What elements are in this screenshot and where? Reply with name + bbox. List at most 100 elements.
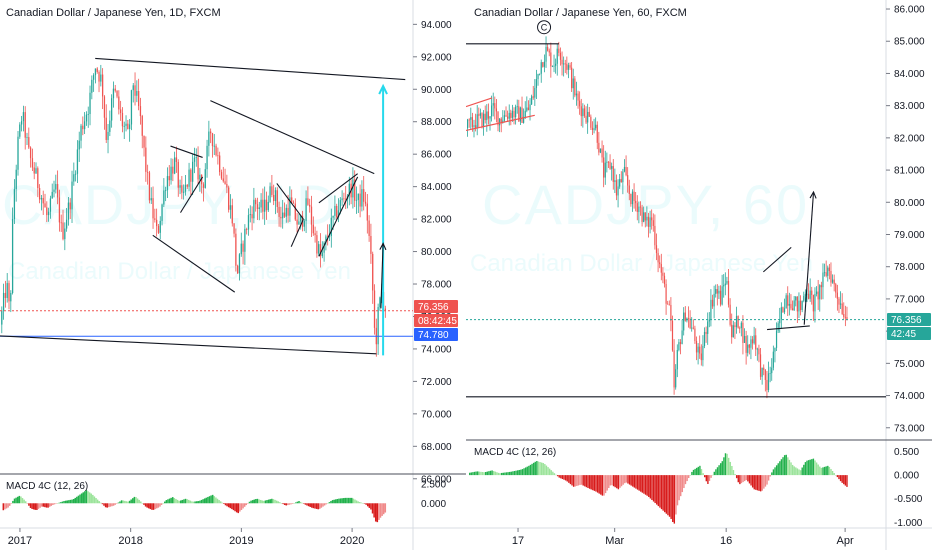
trendline (466, 114, 535, 132)
macd-bar (539, 462, 541, 476)
candle-body (285, 207, 287, 217)
macd-bar (195, 501, 198, 504)
candle-body (473, 125, 475, 127)
candle-body (718, 290, 720, 294)
macd-bar (354, 499, 356, 504)
macd-bar (69, 499, 72, 504)
candle-body (521, 107, 523, 123)
macd-bar (604, 475, 607, 494)
macd-bar (764, 475, 767, 487)
macd-bar (545, 465, 548, 476)
candle-body (373, 290, 376, 328)
macd-bar (500, 472, 503, 476)
left-chart-panel[interactable]: CADJPY, 1D Canadian Dollar / Japanese Ye… (0, 0, 466, 550)
macd-bar (176, 499, 179, 504)
macd-bar (112, 503, 115, 506)
candle-body (109, 120, 111, 132)
candle-body (238, 254, 241, 274)
right-chart-panel[interactable]: CADJPY, 60 Canadian Dollar / Japanese Ye… (466, 0, 932, 550)
candle-body (165, 190, 167, 192)
candle-body (582, 108, 584, 117)
right-macd-label: MACD 4C (12, 26) (474, 447, 557, 458)
macd-bar (697, 466, 700, 476)
macd-y-tick-label: 0.000 (421, 499, 446, 510)
candle-body (742, 322, 744, 343)
macd-bar (815, 462, 818, 476)
candle-body (734, 325, 736, 328)
macd-bar (160, 503, 163, 505)
macd-bar (117, 502, 120, 504)
candle-body (278, 206, 280, 217)
candle-body (774, 347, 776, 352)
macd-bar (42, 503, 45, 507)
left-chart-svg[interactable]: 94.000 92.000 90.000 88.000 86.000 84.000 82.0… (0, 0, 466, 550)
candle-body (732, 325, 734, 338)
macd-bar (5, 503, 8, 509)
candle-body (606, 161, 608, 163)
trendline (180, 176, 204, 213)
macd-bar (66, 500, 69, 504)
candle-body (758, 348, 760, 355)
macd-bar (183, 499, 185, 504)
candle-body (71, 181, 73, 210)
candle-body (226, 183, 228, 188)
macd-bar (171, 497, 174, 504)
macd-bar (758, 475, 760, 491)
macd-bar (512, 471, 514, 476)
macd-bar (58, 502, 61, 504)
candle-body (572, 78, 574, 89)
candle-body (377, 307, 379, 345)
macd-bar (267, 499, 270, 504)
macd-bar (523, 468, 525, 476)
candle-body (22, 112, 25, 122)
candle-body (681, 330, 683, 344)
macd-bar (734, 474, 736, 476)
macd-bar (835, 475, 837, 476)
candle-body (535, 79, 538, 89)
candle-body (836, 292, 838, 299)
candle-body (623, 166, 626, 172)
candle-body (611, 166, 613, 169)
candle-body (105, 117, 107, 140)
y-tick-label: 78.000 (421, 280, 452, 291)
candle-body (567, 65, 570, 70)
macd-bar (692, 469, 695, 476)
macd-bar (769, 475, 771, 477)
macd-bar (577, 475, 580, 486)
candle-body (210, 131, 212, 134)
macd-bar (245, 503, 248, 506)
macd-bar (751, 475, 754, 488)
macd-bar (807, 460, 810, 476)
macd-bar (657, 475, 660, 507)
macd-bar (678, 475, 680, 501)
macd-bar (111, 503, 113, 507)
candle-body (300, 215, 302, 222)
right-chart-svg[interactable]: 86.000 85.000 84.000 83.000 82.000 81.000 80.0… (466, 0, 932, 550)
macd-bar (699, 465, 701, 476)
candle-body (644, 212, 646, 221)
macd-bar (186, 499, 188, 504)
candle-body (633, 191, 635, 201)
macd-bar (612, 475, 615, 487)
macd-bar (649, 475, 652, 499)
macd-bar (168, 498, 171, 504)
candle-body (46, 207, 48, 216)
macd-bar (627, 475, 629, 484)
y-tick-label: 79.000 (894, 230, 925, 241)
candle-body (89, 92, 91, 115)
macd-bar (536, 461, 538, 476)
macd-y-tick-label: -0.500 (894, 494, 923, 505)
macd-bar (108, 503, 110, 508)
macd-bar (696, 467, 698, 476)
y-tick-label: 81.000 (894, 166, 925, 177)
candle-body (523, 116, 525, 123)
macd-bar (572, 475, 575, 487)
candle-body (334, 205, 336, 216)
trendline (318, 173, 358, 204)
macd-bar (314, 503, 316, 509)
candle-body (526, 107, 528, 111)
candle-body (777, 323, 779, 331)
macd-bar (315, 503, 318, 509)
macd-bar (56, 503, 59, 504)
macd-bar (603, 475, 605, 496)
